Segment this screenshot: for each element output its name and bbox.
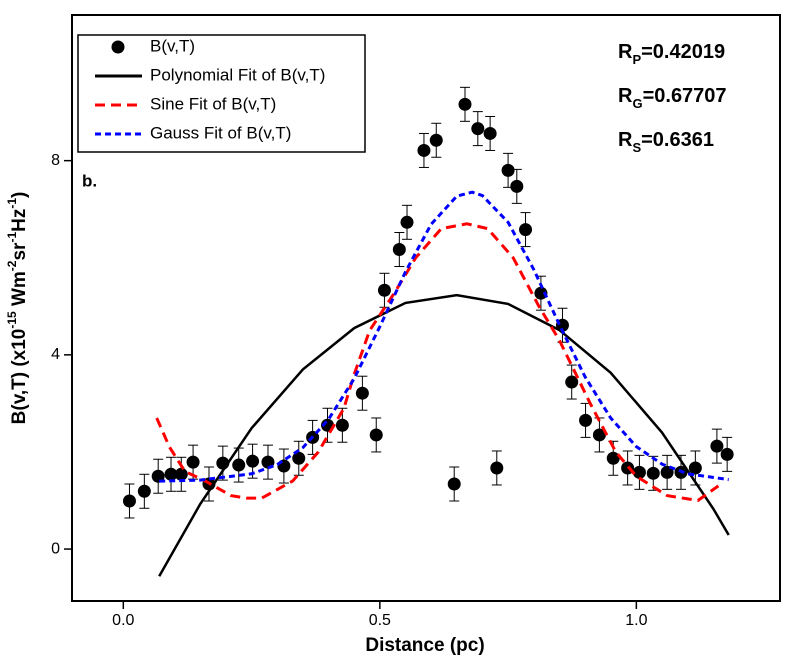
annotation: RS=0.6361 <box>618 129 714 155</box>
data-point <box>400 215 414 229</box>
data-point <box>355 386 369 400</box>
data-point <box>369 428 383 442</box>
y-tick-label: 0 <box>51 540 60 557</box>
data-point <box>660 465 674 479</box>
data-point <box>471 122 485 136</box>
legend-label: B(v,T) <box>150 36 195 55</box>
data-point <box>447 477 461 491</box>
annotation: RG=0.67707 <box>618 85 727 111</box>
data-point <box>519 223 533 237</box>
data-point <box>720 447 734 461</box>
annotation-rest: =0.67707 <box>643 85 727 107</box>
data-point <box>688 461 702 475</box>
y-axis-title-part: Hz <box>9 209 30 232</box>
annotation-rest: =0.42019 <box>641 41 725 63</box>
annotation: RP=0.42019 <box>618 41 725 67</box>
y-axis-title-part: -1 <box>5 232 19 243</box>
data-point <box>606 451 620 465</box>
data-point <box>579 413 593 427</box>
data-point <box>186 455 200 469</box>
y-axis-title-part: -1 <box>5 198 19 209</box>
y-axis-title-part: -15 <box>5 311 19 329</box>
y-axis-title-part: Wm <box>9 271 30 311</box>
data-point <box>483 126 497 140</box>
data-point <box>710 439 724 453</box>
x-axis-title: Distance (pc) <box>365 635 484 656</box>
fit-line <box>159 190 729 483</box>
annotation-base: R <box>618 41 633 63</box>
legend-marker <box>111 40 125 54</box>
data-point <box>335 418 349 432</box>
data-point <box>429 133 443 147</box>
y-axis-title-part: ) <box>9 192 30 198</box>
legend-label: Polynomial Fit of B(v,T) <box>150 65 325 84</box>
data-point <box>534 286 548 300</box>
data-point <box>292 451 306 465</box>
x-tick-label: 0.0 <box>112 612 134 629</box>
data-point <box>392 242 406 256</box>
data-point <box>246 454 260 468</box>
data-point <box>137 484 151 498</box>
data-point <box>592 428 606 442</box>
data-point <box>646 466 660 480</box>
legend-label: Sine Fit of B(v,T) <box>150 94 276 113</box>
y-axis-title-part: sr <box>9 242 30 261</box>
annotation-sub: P <box>632 52 641 67</box>
data-point <box>122 494 136 508</box>
y-tick-label: 8 <box>51 152 60 169</box>
data-point <box>174 467 188 481</box>
data-point <box>151 469 165 483</box>
data-point <box>490 461 504 475</box>
annotation-rest: =0.6361 <box>641 129 714 151</box>
data-point <box>510 179 524 193</box>
data-point <box>164 467 178 481</box>
annotation-sub: G <box>632 96 642 111</box>
data-point <box>458 97 472 111</box>
y-axis-title: B(v,T) (x10-15 Wm-2sr-1Hz-1) <box>5 192 30 425</box>
fit-line <box>158 293 730 577</box>
panel-label: b. <box>82 171 97 190</box>
annotation-base: R <box>618 129 633 151</box>
data-point <box>565 375 579 389</box>
data-point <box>232 458 246 472</box>
x-tick-label: 1.0 <box>625 612 647 629</box>
legend-label: Gauss Fit of B(v,T) <box>150 123 291 142</box>
data-point <box>417 143 431 157</box>
x-tick-label: 0.5 <box>369 612 391 629</box>
data-point <box>377 283 391 297</box>
annotation-sub: S <box>632 140 641 155</box>
plot-frame <box>71 14 781 602</box>
y-axis-title-part: -2 <box>5 260 19 271</box>
data-point <box>632 465 646 479</box>
y-axis-title-part: B(v,T) (x10 <box>9 329 30 425</box>
y-tick-label: 4 <box>51 346 60 363</box>
data-point <box>501 163 515 177</box>
annotation-base: R <box>618 85 633 107</box>
